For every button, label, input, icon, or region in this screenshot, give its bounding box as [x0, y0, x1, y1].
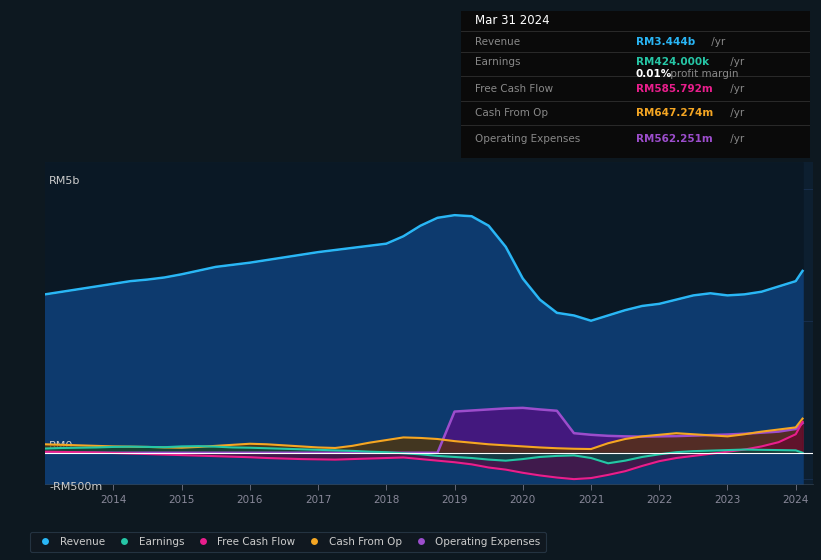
Text: /yr: /yr: [727, 134, 744, 144]
Text: Cash From Op: Cash From Op: [475, 108, 548, 118]
Text: profit margin: profit margin: [667, 68, 739, 78]
Text: Operating Expenses: Operating Expenses: [475, 134, 580, 144]
Text: RM424.000k: RM424.000k: [636, 57, 709, 67]
Legend: Revenue, Earnings, Free Cash Flow, Cash From Op, Operating Expenses: Revenue, Earnings, Free Cash Flow, Cash …: [30, 531, 546, 552]
Text: Earnings: Earnings: [475, 57, 521, 67]
Text: 0.01%: 0.01%: [636, 68, 672, 78]
Text: RM647.274m: RM647.274m: [636, 108, 713, 118]
Text: /yr: /yr: [709, 36, 726, 46]
Text: -RM500m: -RM500m: [49, 482, 103, 492]
Text: RM3.444b: RM3.444b: [636, 36, 695, 46]
Text: RM0: RM0: [49, 441, 73, 451]
Text: /yr: /yr: [727, 108, 744, 118]
Text: RM585.792m: RM585.792m: [636, 84, 713, 94]
Text: Free Cash Flow: Free Cash Flow: [475, 84, 553, 94]
Text: /yr: /yr: [727, 57, 744, 67]
Text: /yr: /yr: [727, 84, 744, 94]
Text: RM5b: RM5b: [49, 176, 80, 185]
Text: Mar 31 2024: Mar 31 2024: [475, 14, 550, 27]
Text: RM562.251m: RM562.251m: [636, 134, 713, 144]
Text: Revenue: Revenue: [475, 36, 521, 46]
